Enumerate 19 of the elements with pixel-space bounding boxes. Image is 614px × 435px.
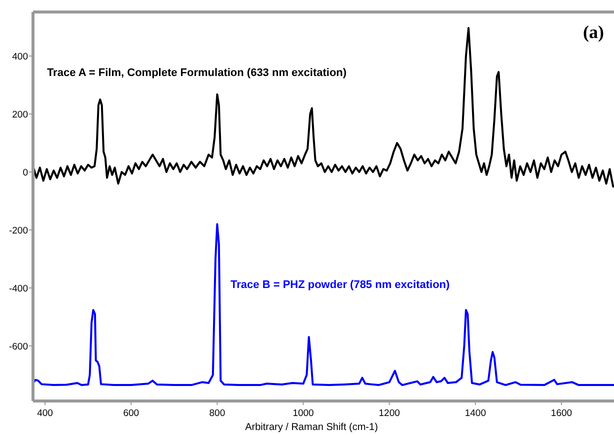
series-label: Trace B = PHZ powder (785 nm excitation) <box>230 279 450 292</box>
x-tick-label: 1200 <box>378 408 400 419</box>
line-series <box>33 26 614 188</box>
x-tick-label: 1000 <box>292 408 314 419</box>
x-tick-label: 1400 <box>464 408 486 419</box>
y-tick-label: 200 <box>12 110 28 121</box>
x-tick-label: 600 <box>123 408 140 419</box>
y-tick-label: -600 <box>8 341 28 352</box>
x-axis-title: Arbitrary / Raman Shift (cm-1) <box>245 422 378 433</box>
y-tick-label: -400 <box>8 283 28 294</box>
x-tick-label: 800 <box>209 408 226 419</box>
y-tick-label: 400 <box>12 52 28 63</box>
y-tick-label: 0 <box>22 168 28 179</box>
line-series <box>33 223 614 386</box>
y-tick-label: -200 <box>8 225 28 236</box>
x-tick-label: 1600 <box>550 408 572 419</box>
x-tick-label: 400 <box>37 408 53 419</box>
text: Trace A = Film, Complete Formulation (633 nm excitation) <box>46 67 347 80</box>
annotation: (a) <box>583 22 604 42</box>
